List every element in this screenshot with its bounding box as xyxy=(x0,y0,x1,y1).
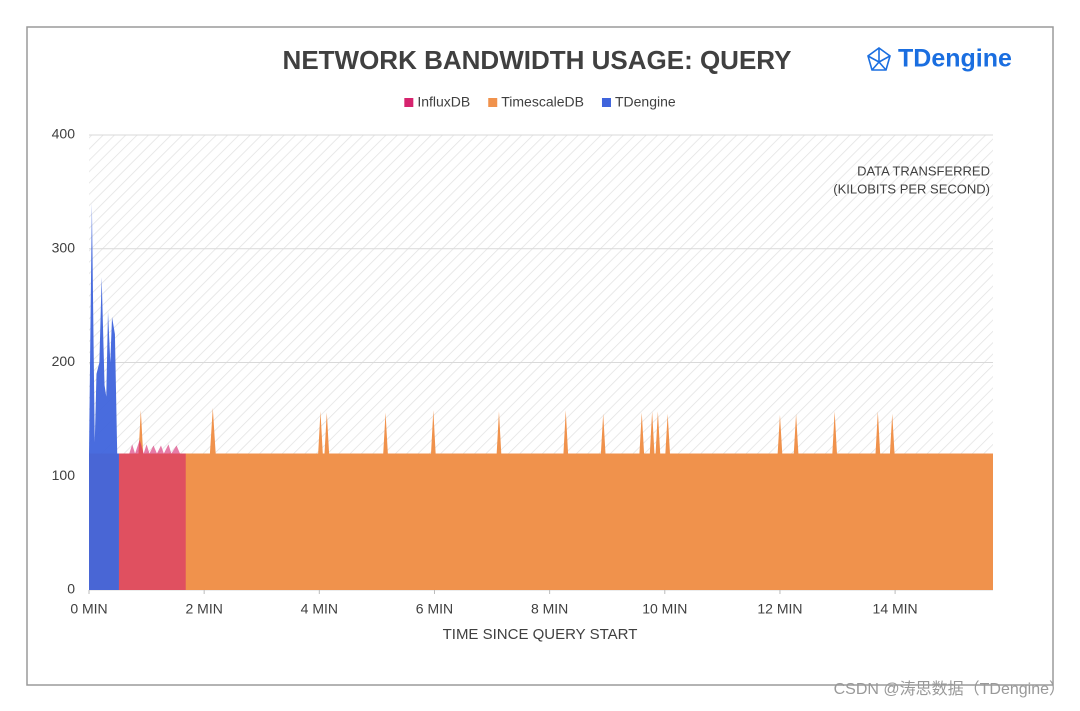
x-tick-label: 2 MIN xyxy=(185,601,222,617)
legend-swatch xyxy=(404,98,414,107)
legend-swatch xyxy=(601,98,611,107)
legend-label: TimescaleDB xyxy=(501,94,584,110)
area xyxy=(118,439,186,590)
area xyxy=(89,408,993,590)
x-tick-label: 6 MIN xyxy=(416,601,453,617)
y-tick-label: 0 xyxy=(67,581,75,597)
x-tick-label: 12 MIN xyxy=(757,601,802,617)
x-tick-label: 10 MIN xyxy=(642,601,687,617)
x-tick-label: 4 MIN xyxy=(301,601,338,617)
y-tick-label: 400 xyxy=(52,126,76,142)
x-tick-label: 8 MIN xyxy=(531,601,568,617)
legend-swatch xyxy=(488,98,498,107)
annotation: (KILOBITS PER SECOND) xyxy=(833,181,990,196)
chart-title: NETWORK BANDWIDTH USAGE: QUERY xyxy=(283,45,792,75)
x-tick-label: 0 MIN xyxy=(70,601,107,617)
annotation: DATA TRANSFERRED xyxy=(857,163,990,178)
y-tick-label: 200 xyxy=(52,353,76,369)
x-axis-title: TIME SINCE QUERY START xyxy=(443,626,638,643)
watermark: CSDN @涛思数据（TDengine） xyxy=(834,680,1065,698)
y-tick-label: 100 xyxy=(52,467,76,483)
legend-label: TDengine xyxy=(615,94,676,110)
x-tick-label: 14 MIN xyxy=(873,601,918,617)
logo-text: TDengine xyxy=(898,45,1012,73)
legend-label: InfluxDB xyxy=(417,94,470,110)
y-tick-label: 300 xyxy=(52,239,76,255)
area xyxy=(89,203,119,590)
logo-icon xyxy=(867,47,891,71)
